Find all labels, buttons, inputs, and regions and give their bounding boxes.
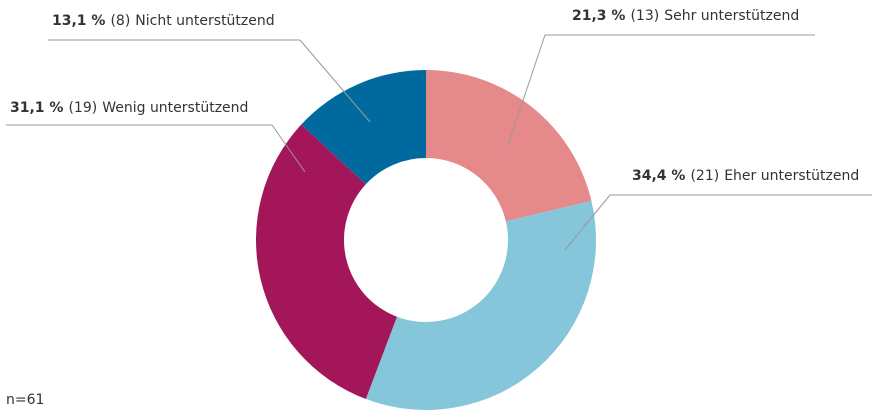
leader-line — [564, 194, 872, 251]
category-label: Eher unterstützend — [724, 168, 859, 184]
value-label: 21,3 % — [572, 8, 625, 24]
donut-segment — [426, 70, 592, 222]
value-label: 31,1 % — [10, 100, 63, 116]
data-label: 21,3 % (13) Sehr unterstützend — [572, 8, 799, 24]
count-label: (21) — [690, 168, 719, 184]
count-label: (13) — [630, 8, 659, 24]
donut-segment — [255, 124, 397, 400]
value-label: 34,4 % — [632, 168, 685, 184]
category-label: Nicht unterstützend — [135, 13, 274, 29]
data-label: 13,1 % (8) Nicht unterstützend — [52, 13, 275, 29]
count-label: (19) — [68, 100, 97, 116]
leader-line — [507, 34, 815, 146]
count-label: (8) — [110, 13, 130, 29]
donut-segment — [365, 201, 596, 410]
leader-line — [48, 39, 371, 123]
note: n=61 — [6, 392, 44, 408]
data-label: 31,1 % (19) Wenig unterstützend — [10, 100, 248, 116]
value-label: 13,1 % — [52, 13, 105, 29]
category-label: Sehr unterstützend — [664, 8, 799, 24]
category-label: Wenig unterstützend — [102, 100, 248, 116]
donut-segment — [301, 70, 426, 185]
leader-line — [6, 124, 306, 173]
data-label: 34,4 % (21) Eher unterstützend — [632, 168, 859, 184]
